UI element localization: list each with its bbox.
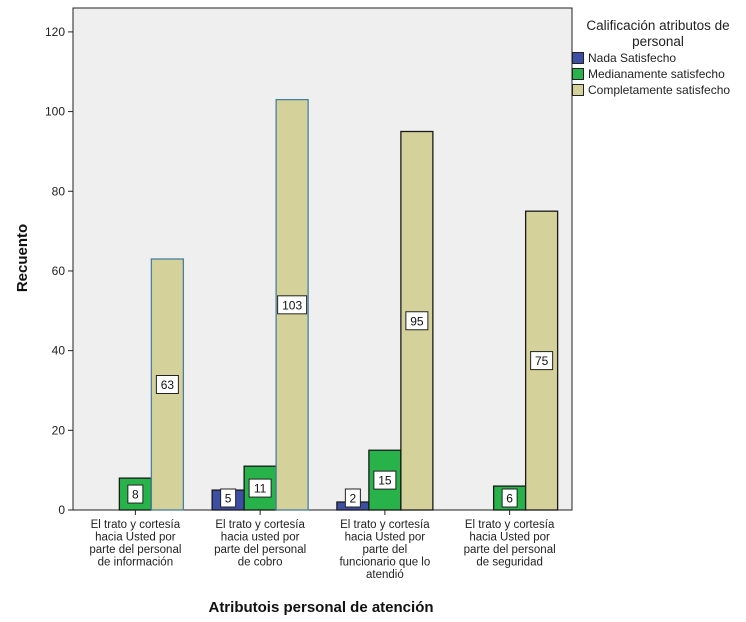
data-label: 6 [506,492,513,506]
x-tick-label: El trato y cortesía hacia Usted por parte … [339,519,430,581]
x-tick-label-line: parte del personal [89,544,181,556]
y-axis: 0 20 40 60 80 100 120 [45,25,73,517]
x-tick-label: El trato y cortesía hacia usted por parte … [214,519,306,569]
data-label-box [344,488,361,508]
x-tick-label-line: El trato y cortesía [465,519,555,531]
x-tick-label-line: hacia usted por [221,532,300,544]
legend-label: Nada Satisfecho [588,51,677,65]
bars: 8 63 5 11 103 2 15 95 6 75 [118,98,559,511]
legend: Calificación atributos de personal Nada … [572,18,744,98]
x-tick-label-line: de cobro [238,557,283,569]
data-label-box [373,470,397,490]
data-label-box [127,484,144,504]
y-axis-label: Recuento [14,224,31,292]
x-axis-label: Atributois personal de atención [208,599,433,616]
x-tick-label-line: funcionario que lo [339,557,430,569]
y-tick-label: 100 [45,105,65,119]
y-tick-label: 20 [52,423,66,437]
x-tick-label-line: El trato y cortesía [91,519,181,531]
x-tick-label-line: El trato y cortesía [215,519,305,531]
y-tick-label: 80 [52,184,66,198]
data-label: 11 [254,482,267,496]
x-tick-label-line: de seguridad [476,557,543,569]
data-label-box [277,295,308,315]
x-tick-label-line: hacia Usted por [469,532,550,544]
x-tick-label-line: parte del personal [464,544,556,556]
data-label-box [405,311,429,331]
data-label: 63 [161,378,175,392]
x-tick-label-line: parte del [362,544,407,556]
data-label-box [248,478,272,498]
x-tick-label-line: parte del personal [214,544,306,556]
data-label-box [530,351,554,371]
x-axis-tick-labels: El trato y cortesía hacia Usted por parte … [89,510,556,581]
y-tick-label: 120 [45,25,65,39]
legend-label: Completamente satisfecho [588,83,731,97]
plot-area [72,7,573,511]
x-tick-label-line: hacia Usted por [95,532,176,544]
legend-item: Nada Satisfecho [572,50,744,66]
y-tick-label: 40 [52,344,66,358]
legend-swatch [572,68,584,80]
legend-items: Nada Satisfecho Medianamente satisfecho Co… [572,50,744,98]
legend-item: Completamente satisfecho [572,82,744,98]
x-tick-label-line: atendió [366,569,404,581]
data-label-box [220,488,237,508]
data-label: 8 [132,488,139,502]
data-label-box [501,488,518,508]
y-tick-label: 60 [52,264,66,278]
legend-title: Calificación atributos de personal [586,18,730,49]
legend-swatch [572,52,584,64]
x-tick-label-line: El trato y cortesía [340,519,430,531]
data-label: 15 [378,474,392,488]
legend-swatch [572,84,584,96]
x-tick-label-line: hacia Usted por [345,532,426,544]
x-tick-label: El trato y cortesía hacia Usted por parte … [464,519,556,569]
data-label: 75 [535,354,549,368]
legend-label: Medianamente satisfecho [588,67,725,81]
data-label: 2 [350,492,357,506]
data-label: 5 [225,492,232,506]
y-tick-label: 0 [58,503,65,517]
data-label: 95 [410,314,424,328]
x-tick-label-line: de información [98,557,173,569]
data-label: 103 [282,298,302,312]
legend-item: Medianamente satisfecho [572,66,744,82]
x-tick-label: El trato y cortesía hacia Usted por parte … [89,519,181,569]
data-label-box [155,375,179,394]
